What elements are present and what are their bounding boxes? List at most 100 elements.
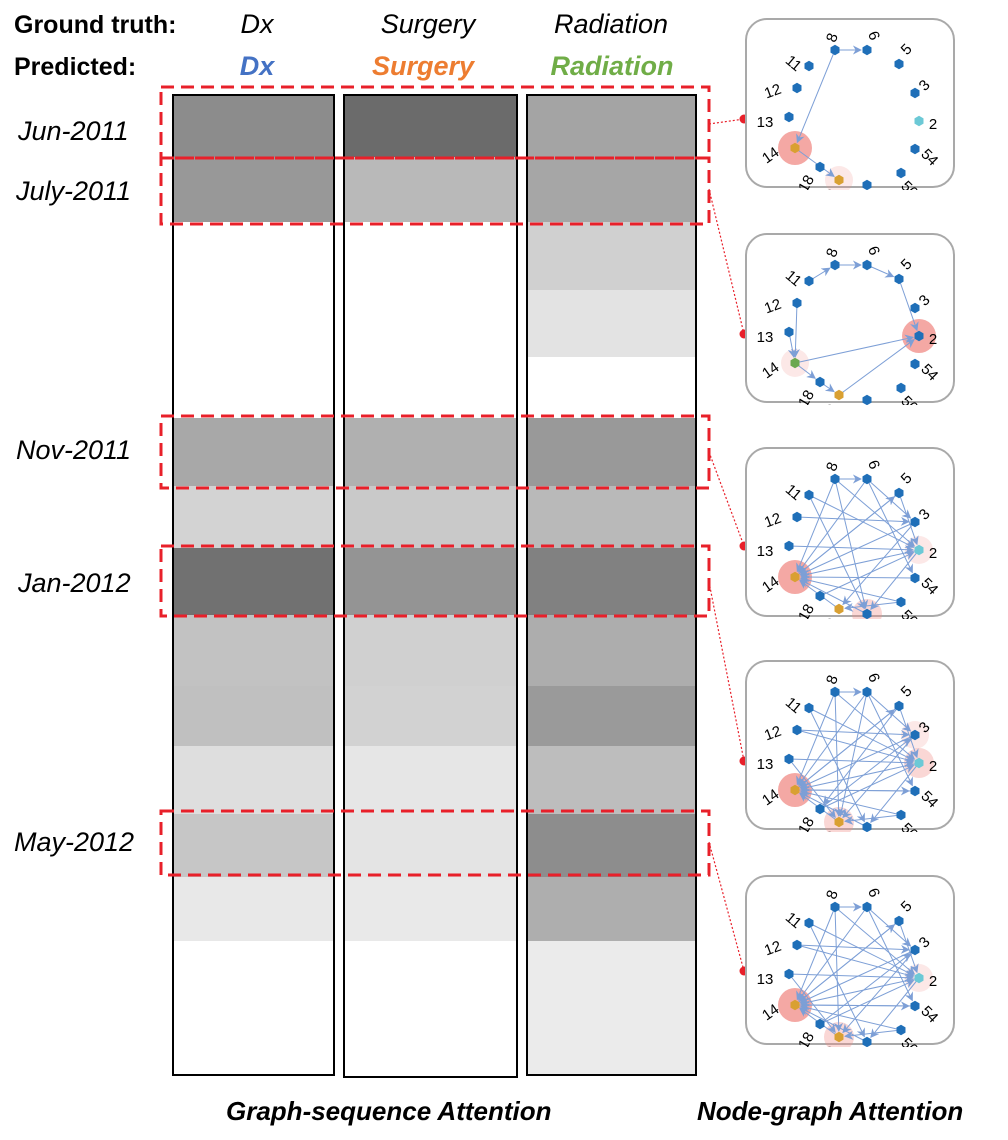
graph-node-label: 5 [898,683,916,701]
graph-edge [898,278,919,332]
graph-node-label: 54 [917,361,941,385]
graph-node-label: 18 [795,814,818,832]
node-graph-panel-jan-2012: 86532545039191814131211 [745,660,955,832]
graph-node [862,394,872,405]
graph-edge [808,494,915,548]
graph-node-label: 50 [897,607,921,619]
graph-node [792,297,802,309]
graph-node [790,999,800,1011]
graph-node [784,111,794,123]
graph-edge [796,944,910,954]
heatmap-cell [527,95,696,157]
graph-edge [837,691,868,818]
heatmap-cell [344,222,517,290]
heatmap-cell [527,222,696,290]
graph-node-label: 5 [898,41,916,59]
graph-node [784,968,794,980]
heatmap-cell [344,686,517,746]
predicted-label: Predicted: [14,53,137,81]
graph-node-label: 12 [762,510,783,532]
graph-node [804,275,814,287]
graph-node [815,803,825,815]
graph-edge [842,949,916,1034]
graph-node [792,511,802,523]
highlight-box [159,85,711,160]
graph-node-label: 2 [929,331,937,348]
graph-edge [796,49,836,144]
graph-node-label: 18 [795,601,818,619]
heatmap-cell [344,290,517,357]
heatmap-cell [173,418,334,486]
graph-edge [798,691,868,786]
graph-node-label: 8 [823,31,842,45]
heatmap-cell [527,814,696,877]
graph-node-label: 13 [757,543,774,560]
graph-node [894,273,904,285]
heatmap-cell [527,746,696,814]
graph-edge [819,979,915,1025]
graph-node [862,901,872,913]
graph-node-label: 2 [929,758,937,775]
heatmap-cell [527,548,696,615]
graph-edge [799,762,920,792]
connector-line [708,451,745,547]
graph-node [790,571,800,583]
node-graph-attention-caption: Node-graph Attention [697,1096,964,1126]
graph-node-label: 8 [823,888,842,902]
node-graph-may-2012: 86532545039191814131211 [757,886,941,1047]
graph-node-label: 6 [864,671,883,685]
graph-edge [823,705,900,805]
graph-node-label: 8 [823,673,842,687]
graph-node [910,302,920,314]
graph-node [894,58,904,70]
graph-edge [799,977,920,1007]
graph-node-label: 19 [820,616,842,619]
heatmap-cell [173,357,334,418]
graph-node [896,167,906,179]
graph-edge [819,953,911,1025]
graph-edge [796,729,910,739]
graph-node-label: 8 [823,460,842,474]
ground-truth-surgery: Surgery [380,9,476,39]
graph-node [896,809,906,821]
date-label-jan-2012: Jan-2012 [18,568,131,598]
graph-node [862,259,872,271]
heatmap-cell [344,548,517,615]
graph-sequence-attention-caption: Graph-sequence Attention [226,1096,552,1126]
heatmap-cell [344,95,517,157]
graph-node [894,700,904,712]
graph-node [894,487,904,499]
graph-node [914,757,924,769]
graph-node-label: 19 [820,402,842,405]
graph-node [910,143,920,155]
graph-node [834,389,844,401]
graph-node-label: 11 [782,267,805,290]
graph-node [862,179,872,190]
graph-node-label: 2 [929,116,937,133]
graph-edge [842,521,916,606]
heatmap-cell [344,418,517,486]
graph-edge [796,516,910,526]
heatmap-cell [527,357,696,418]
graph-node [914,972,924,984]
heatmap-cell [527,290,696,357]
graph-edge [788,758,836,819]
heatmap-cell [173,814,334,877]
connector-line [708,118,745,125]
graph-edge [808,922,915,976]
node-graph-panel-july-2011: 86532545039191814131211 [745,233,955,405]
heatmap-cell [173,157,334,222]
graph-edge [808,707,865,823]
graph-edge [794,147,835,178]
node-graph-panel-nov-2011: 86532545039191814131211 [745,447,955,619]
graph-node [792,939,802,951]
graph-node [815,590,825,602]
graph-node-label: 12 [762,81,783,103]
heatmap-column-frame [526,94,697,1076]
ground-truth-label: Ground truth: [14,11,177,39]
graph-node-label: 5 [898,898,916,916]
graph-edge [834,478,869,610]
graph-node [784,540,794,552]
graph-edge [819,738,911,810]
connector-line [708,841,745,972]
